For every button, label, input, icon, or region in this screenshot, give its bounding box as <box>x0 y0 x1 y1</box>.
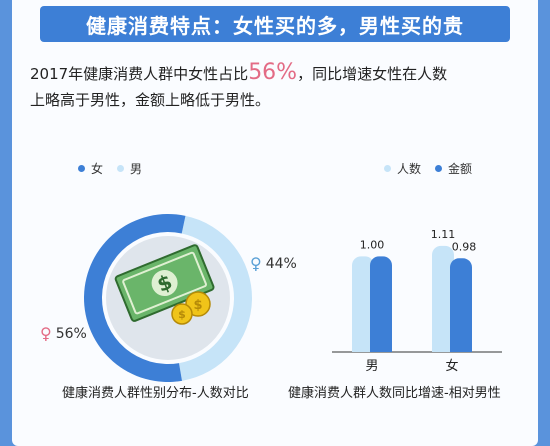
pie-legend-male: 男 <box>117 160 142 177</box>
pie-label-male: ♀ 44% <box>250 254 297 273</box>
x-tick-label: 男 <box>365 359 378 374</box>
infographic-card <box>12 0 538 446</box>
bar-caption: 健康消费人群人数同比增速-相对男性 <box>288 386 501 401</box>
pie-label-female: ♀ 56% <box>40 324 87 343</box>
bar-base <box>432 342 454 352</box>
bar-base <box>352 342 374 352</box>
pie-legend-female: 女 <box>78 160 103 177</box>
bar-base <box>450 342 472 352</box>
pie-slice-female <box>84 214 186 382</box>
bar-chart: 男 女 1.00 1.110.98 <box>332 228 502 374</box>
bar-女-人数 <box>432 245 454 352</box>
page-title: 健康消费特点：女性买的多，男性买的贵 <box>40 6 510 42</box>
bar-legend: 人数 金额 <box>384 160 486 177</box>
money-bill-coins-icon: $ $ $ <box>114 244 215 325</box>
data-label: 1.11 <box>431 228 456 241</box>
pie-slice-male <box>179 215 253 381</box>
bar-legend-amount: 金额 <box>435 160 472 177</box>
x-tick-label: 女 <box>445 358 458 374</box>
svg-text:$: $ <box>178 308 186 321</box>
bar-legend-count: 人数 <box>384 160 421 177</box>
desc-line1-a: 2017年健康消费人群中女性占比 <box>30 65 249 83</box>
desc-line1-b: ，同比增速女性在人数 <box>297 65 448 83</box>
data-label: 0.98 <box>452 240 477 253</box>
description: 2017年健康消费人群中女性占比56%，同比增速女性在人数 上略高于男性，金额上… <box>30 60 520 113</box>
bar-base <box>370 342 392 352</box>
bar-女-金额 <box>450 258 472 352</box>
svg-text:$: $ <box>193 298 202 313</box>
desc-highlight: 56% <box>248 60 298 85</box>
data-label: 1.00 <box>360 238 385 251</box>
pie-legend: 女 男 <box>78 160 156 177</box>
pie-caption: 健康消费人群性别分布-人数对比 <box>62 386 249 401</box>
desc-line2: 上略高于男性，金额上略低于男性。 <box>30 91 271 109</box>
bar-男-金额 <box>370 256 392 352</box>
bar-男-人数 <box>352 256 374 352</box>
